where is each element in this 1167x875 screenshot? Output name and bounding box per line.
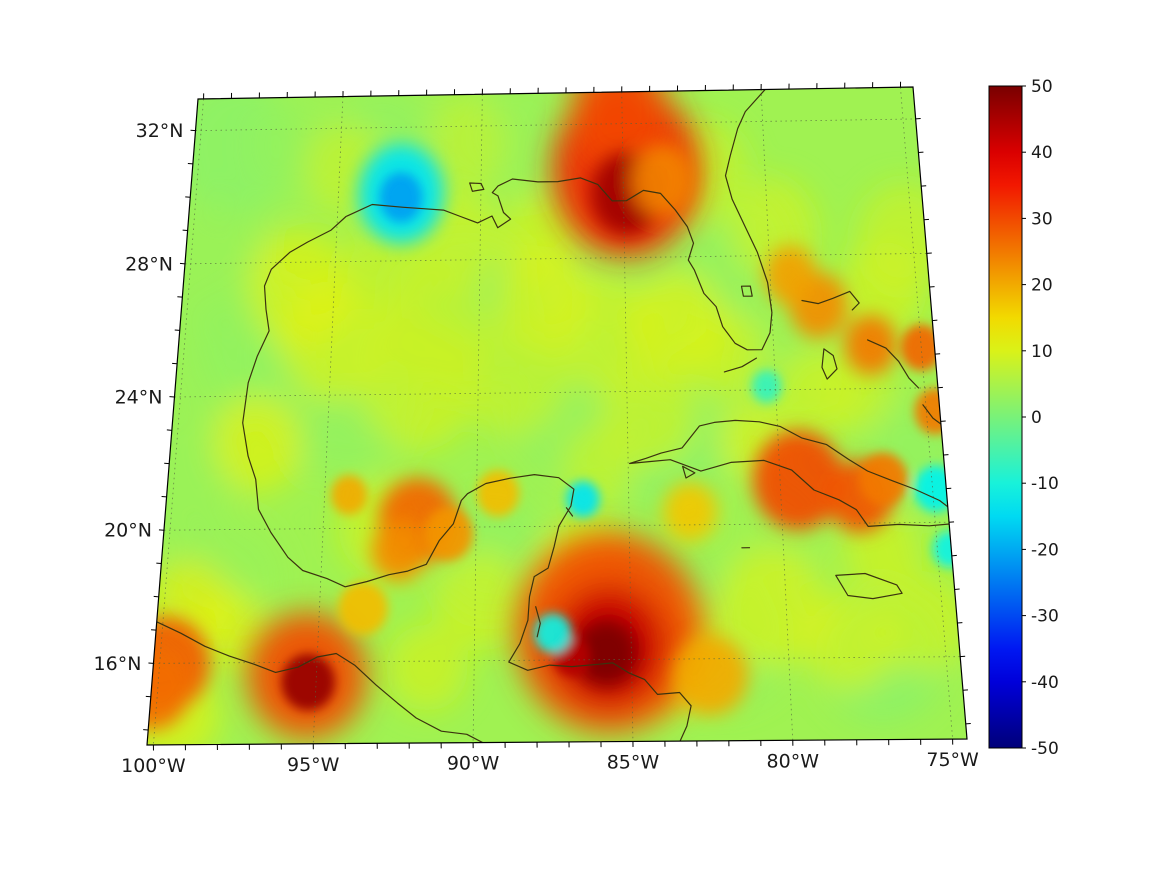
coastline-isla-juventud <box>682 465 696 479</box>
lon-tick-label: 80°W <box>767 750 820 772</box>
lat-tick-label: 28°N <box>125 253 173 275</box>
lat-tick-label: 20°N <box>104 520 152 542</box>
lon-tick-label: 75°W <box>926 749 979 771</box>
heatmap-blob <box>379 172 423 223</box>
heatmap-blob <box>534 613 572 654</box>
coastline-lake-pontchartrain <box>469 182 485 192</box>
grid-line-lon <box>472 94 483 743</box>
heatmap-blob <box>764 245 817 306</box>
coastline-belize-cays <box>535 606 541 638</box>
coastline-mainland-gulf-caribbean <box>242 87 773 744</box>
heatmap-blob <box>385 624 468 712</box>
colorbar-tick-label: 30 <box>1031 209 1053 229</box>
lon-tick-label: 90°W <box>447 753 500 775</box>
map-border <box>146 86 968 746</box>
heatmap-blob <box>434 550 528 651</box>
lon-tick-label: 100°W <box>121 755 186 777</box>
heatmap-blob <box>803 590 898 691</box>
grid-line-lat <box>184 252 927 265</box>
heatmap-mid <box>147 143 898 731</box>
heatmap-blob <box>571 87 667 167</box>
colorbar-tick-label: 20 <box>1031 276 1053 296</box>
coastline-cozumel <box>565 507 574 517</box>
coastline-andros <box>821 348 838 380</box>
colorbar-tick-label: -10 <box>1031 474 1059 494</box>
heatmap-blob <box>914 388 957 435</box>
heatmap-blob <box>460 316 568 437</box>
heatmap-blob <box>212 392 304 493</box>
heatmap-blob <box>574 619 638 687</box>
colorbar: 50 40 30 20 10 0 -10 -20 -30 -40 -50 <box>988 77 1059 759</box>
colorbar-tick-label: -20 <box>1031 540 1059 560</box>
heatmap-blob <box>672 635 749 716</box>
heatmap-blob <box>476 470 520 517</box>
colorbar-gradient <box>988 85 1023 749</box>
heatmap-blob <box>688 310 766 397</box>
heatmap-blob <box>844 314 898 375</box>
heatmap-blob <box>857 183 950 291</box>
colorbar-tick-label: -30 <box>1031 607 1059 627</box>
heatmap-blob <box>147 413 235 547</box>
heatmap-blob <box>752 430 844 531</box>
coastline-pacific-coast <box>156 621 487 745</box>
colorbar-tick-label: 10 <box>1031 342 1053 362</box>
heatmap-blob <box>330 475 368 515</box>
heatmap-blob <box>423 507 473 561</box>
heatmap-blob <box>159 303 266 424</box>
heatmap-layer <box>147 87 967 745</box>
heatmap-blob <box>428 96 507 190</box>
colorbar-tick-label: 40 <box>1031 143 1053 163</box>
heatmap-blob <box>858 452 908 506</box>
lon-tick-label: 95°W <box>287 754 340 776</box>
colorbar-tick-label: -40 <box>1031 673 1059 693</box>
lat-tick-label: 24°N <box>115 387 163 409</box>
coastline-jamaica <box>835 572 903 600</box>
grid-line-lon <box>760 89 794 741</box>
heatmap-blob <box>500 192 582 286</box>
coastline-eleuthera-exuma <box>867 339 920 389</box>
coastline-lake-okeechobee <box>740 285 753 297</box>
colorbar-tick-label: 0 <box>1031 408 1042 428</box>
colorbar-tick-label: 50 <box>1031 77 1053 97</box>
heatmap-blob <box>662 481 718 542</box>
graticule <box>152 87 961 745</box>
lon-tick-label: 85°W <box>607 751 660 773</box>
heatmap-blob <box>549 271 656 392</box>
heatmap-blob <box>631 143 695 217</box>
lat-tick-label: 32°N <box>136 120 184 142</box>
heatmap-blob <box>751 369 782 404</box>
grid-line-lat <box>174 387 938 398</box>
grid-line-lon <box>621 91 634 742</box>
coastline-florida-keys <box>723 357 757 373</box>
heatmap-blob <box>382 267 488 388</box>
lat-tick-label: 16°N <box>94 653 142 675</box>
heatmap-blob <box>714 547 827 668</box>
heatmap-texture <box>147 87 967 745</box>
grid-line-lat <box>195 118 916 132</box>
heatmap-blob <box>338 581 388 635</box>
heatmap-blob <box>566 480 600 518</box>
coastline-cuba <box>629 419 960 527</box>
heatmap-blob <box>877 573 967 674</box>
map-frame: 32°N 28°N 24°N 20°N 16°N 100°W 95°W 90°W 85°W 80°… <box>94 81 979 777</box>
coastline-grand-bahama-abaco <box>801 290 860 311</box>
grid-line-lat <box>163 521 950 531</box>
colorbar-tick-label: -50 <box>1031 739 1059 759</box>
heatmap-blob <box>371 521 427 582</box>
